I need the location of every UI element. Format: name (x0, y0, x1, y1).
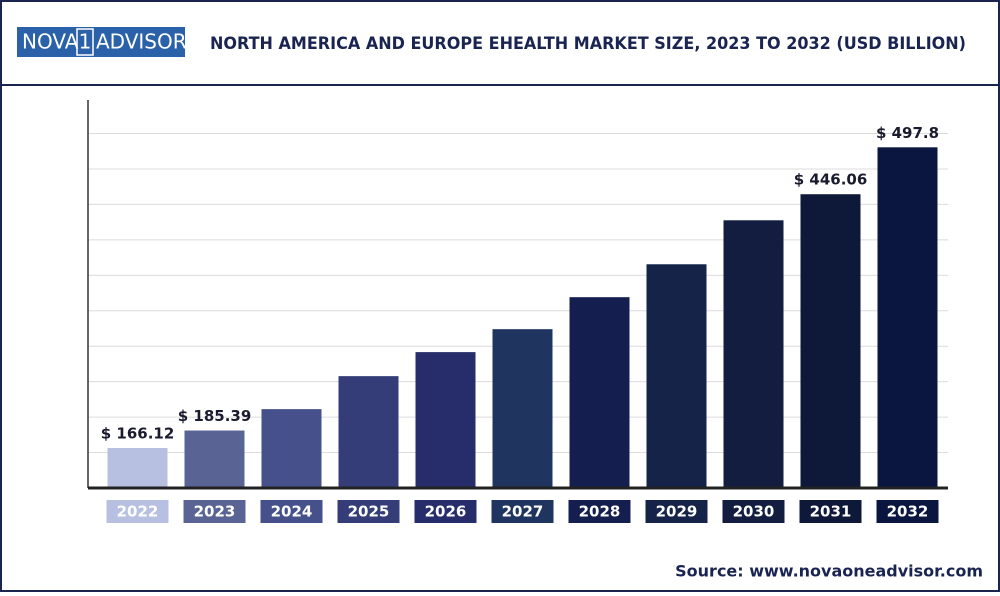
x-tick-box (799, 500, 862, 523)
bar (107, 448, 168, 488)
x-tick-label: 2028 (579, 503, 621, 521)
logo-box (17, 27, 185, 57)
x-tick-label: 2029 (656, 503, 698, 521)
x-tick-label: 2032 (887, 503, 929, 521)
x-tick-box (491, 500, 554, 523)
x-tick-box (722, 500, 785, 523)
x-tick-label: 2027 (502, 503, 544, 521)
x-tick-box (645, 500, 708, 523)
x-tick-box (106, 500, 169, 523)
chart-title: NORTH AMERICA AND EUROPE EHEALTH MARKET … (210, 34, 966, 54)
x-tick-label: 2031 (810, 503, 852, 521)
bar (723, 220, 784, 488)
bar (338, 376, 399, 488)
x-tick-label: 2024 (271, 503, 313, 521)
x-tick-label: 2025 (348, 503, 390, 521)
bar (261, 409, 322, 488)
bar (492, 329, 553, 488)
bar (800, 194, 861, 488)
bar (415, 352, 476, 488)
value-label: $ 446.06 (794, 171, 868, 189)
x-tick-label: 2026 (425, 503, 467, 521)
bar (646, 264, 707, 488)
value-label: $ 185.39 (178, 407, 252, 425)
x-tick-box (337, 500, 400, 523)
bar (569, 297, 630, 488)
x-tick-box (260, 500, 323, 523)
x-tick-box (876, 500, 939, 523)
bar (184, 430, 245, 488)
x-tick-box (183, 500, 246, 523)
logo-text: ADVISOR (96, 30, 187, 54)
x-tick-label: 2022 (117, 503, 159, 521)
bar (877, 147, 938, 488)
logo-digit-box (76, 28, 94, 56)
logo-text: 1 (79, 30, 92, 54)
x-tick-label: 2030 (733, 503, 775, 521)
x-tick-label: 2023 (194, 503, 236, 521)
value-label: $ 166.12 (101, 425, 175, 443)
value-label: $ 497.8 (876, 124, 939, 142)
x-tick-box (414, 500, 477, 523)
x-tick-box (568, 500, 631, 523)
logo-text: NOVA (22, 30, 79, 54)
source: Source: www.novaoneadvisor.com (675, 562, 983, 581)
